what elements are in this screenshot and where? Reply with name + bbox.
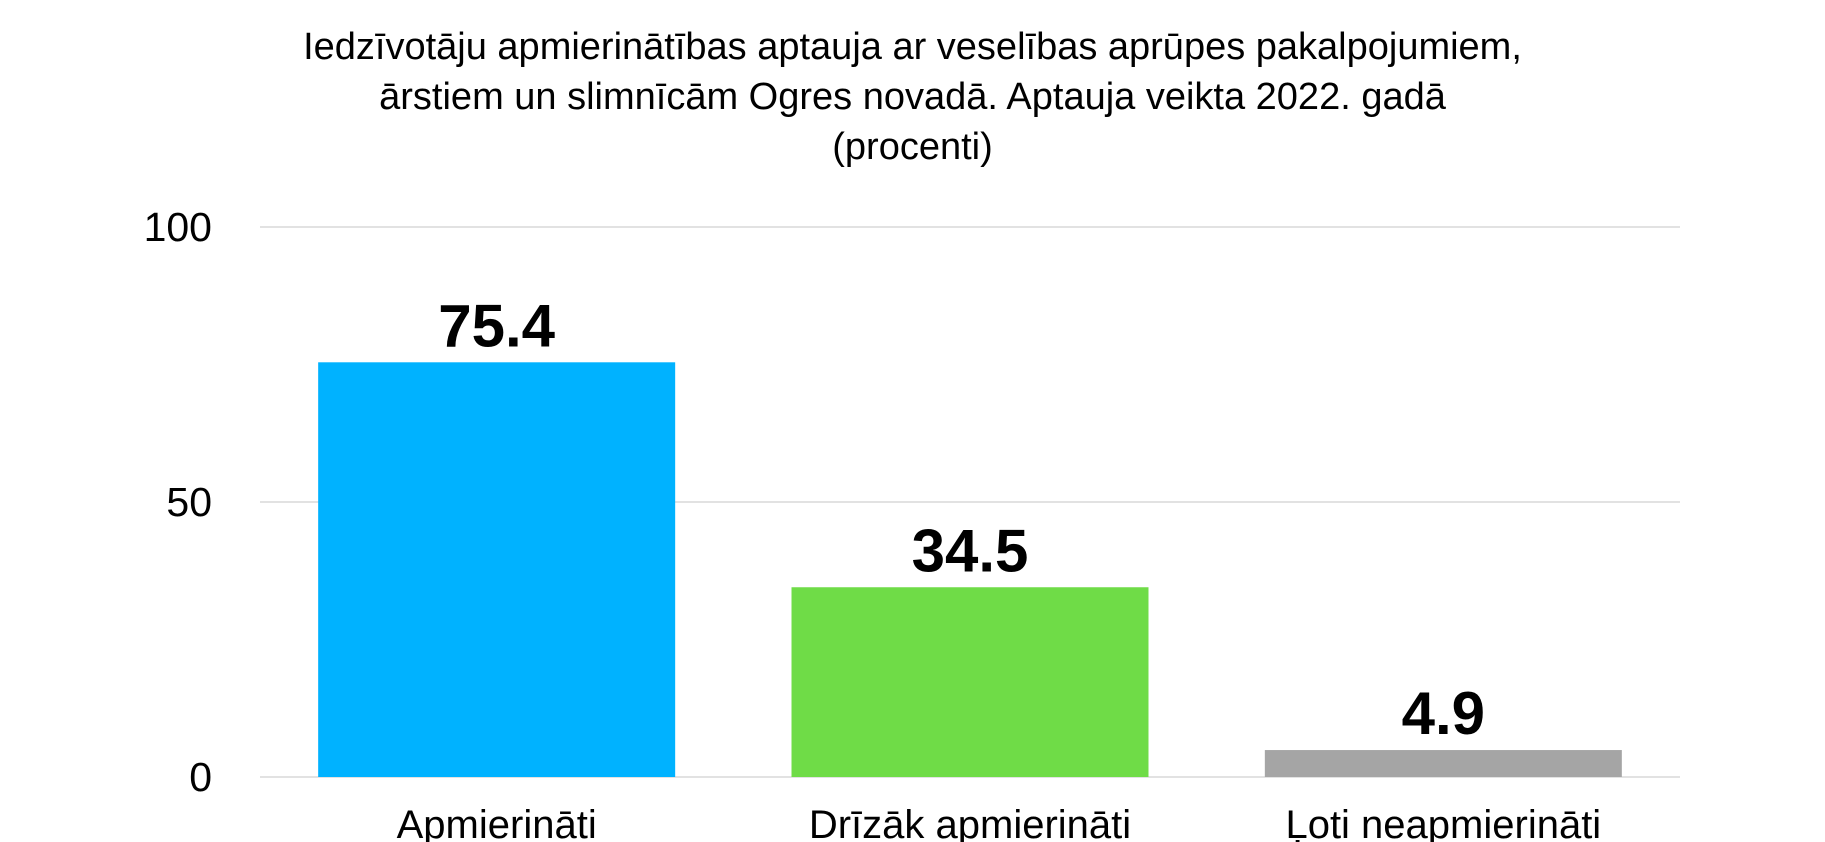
chart-title-line-2: ārstiem un slimnīcām Ogres novadā. Aptau… — [379, 76, 1446, 118]
data-label-1: 75.4 — [438, 292, 555, 359]
category-label-3: Ļoti neapmierināti — [1285, 803, 1601, 842]
chart-title-line-3: (procenti) — [832, 126, 993, 168]
chart-title: Iedzīvotāju apmierinātības aptauja ar ve… — [0, 22, 1825, 172]
x-axis-categories: Apmierināti Drīzāk apmierināti Ļoti neapmi… — [397, 803, 1602, 842]
category-label-1: Apmierināti — [397, 803, 597, 842]
y-tick-label: 50 — [166, 479, 212, 525]
chart-title-line-1: Iedzīvotāju apmierinātības aptauja ar ve… — [303, 26, 1522, 68]
bars — [318, 362, 1622, 777]
data-labels: 75.4 34.5 4.9 — [438, 292, 1485, 747]
bar-1 — [318, 362, 676, 777]
bar-3 — [1264, 750, 1622, 777]
y-axis-ticks: 0 50 100 — [144, 204, 212, 800]
data-label-2: 34.5 — [912, 517, 1029, 584]
bar-2 — [791, 587, 1149, 777]
y-tick-label: 0 — [189, 754, 212, 800]
y-tick-label: 100 — [144, 204, 212, 250]
category-label-2: Drīzāk apmierināti — [809, 803, 1131, 842]
data-label-3: 4.9 — [1402, 680, 1485, 747]
